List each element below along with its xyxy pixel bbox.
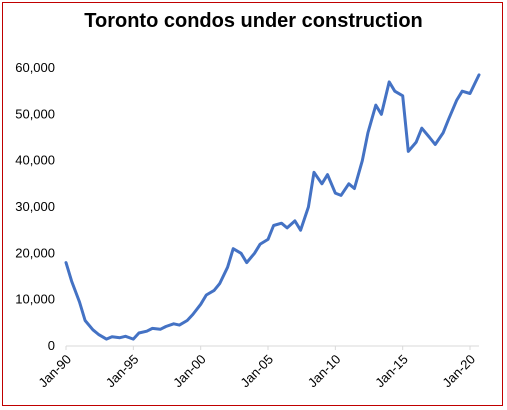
y-tick-label: 50,000 [15, 106, 55, 121]
x-tick-label: Jan-00 [170, 352, 209, 391]
x-tick-label: Jan-10 [305, 352, 344, 391]
series-line [64, 73, 481, 341]
y-axis-ticks: 0 10,000 20,000 30,000 40,000 50,000 60,000 [15, 60, 55, 353]
x-tick-label: Jan-20 [439, 352, 478, 391]
x-tick-label: Jan-05 [237, 352, 276, 391]
chart-title: Toronto condos under construction [84, 10, 423, 32]
chart-frame [2, 2, 503, 406]
y-tick-label: 0 [48, 338, 55, 353]
y-tick-label: 20,000 [15, 245, 55, 260]
y-tick-label: 40,000 [15, 153, 55, 168]
y-tick-label: 10,000 [15, 292, 55, 307]
y-tick-label: 30,000 [15, 199, 55, 214]
series-layer [64, 73, 481, 341]
x-tick-label: Jan-15 [372, 352, 411, 391]
x-axis-ticks: Jan-90 Jan-95 Jan-00 Jan-05 Jan-10 Jan-15 Jan-… [35, 346, 478, 390]
x-tick-label: Jan-90 [35, 352, 74, 391]
x-tick-label: Jan-95 [103, 352, 142, 391]
y-tick-label: 60,000 [15, 60, 55, 75]
